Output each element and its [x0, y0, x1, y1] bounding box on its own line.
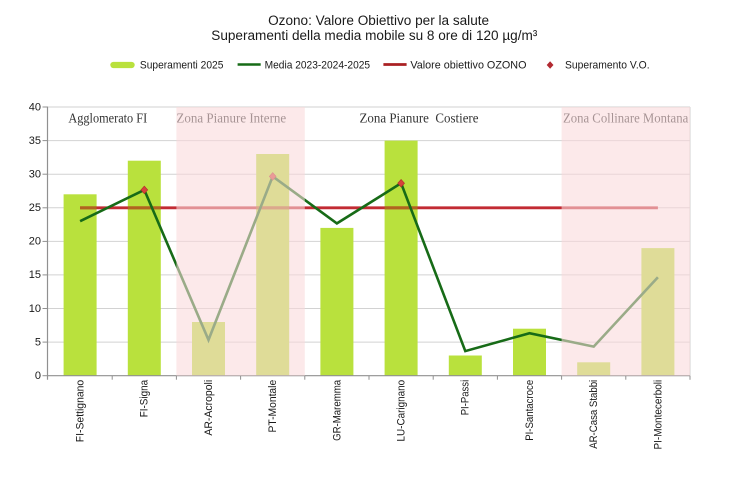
svg-text:LU-Carignano: LU-Carignano [396, 380, 408, 442]
svg-text:PI-Santacroce: PI-Santacroce [524, 380, 536, 441]
svg-text:Zona Pianure Costiere: Zona Pianure Costiere [360, 110, 479, 125]
svg-text:25: 25 [29, 202, 41, 214]
svg-text:PI-Montecerboli: PI-Montecerboli [652, 380, 664, 450]
svg-text:FI-Settignano: FI-Settignano [75, 380, 87, 442]
svg-text:40: 40 [29, 101, 41, 113]
svg-text:GR-Maremma: GR-Maremma [331, 380, 343, 441]
svg-text:5: 5 [35, 336, 41, 348]
svg-text:Superamenti della media mobile: Superamenti della media mobile su 8 ore … [211, 28, 537, 44]
svg-text:Superamento V.O.: Superamento V.O. [565, 59, 650, 71]
svg-text:FI-Signa: FI-Signa [139, 380, 151, 418]
svg-text:AR-Casa Stabbi: AR-Casa Stabbi [588, 380, 600, 449]
svg-text:20: 20 [29, 236, 41, 248]
svg-text:15: 15 [29, 269, 41, 281]
svg-text:10: 10 [29, 303, 41, 315]
svg-text:30: 30 [29, 169, 41, 181]
svg-text:Superamenti 2025: Superamenti 2025 [140, 59, 224, 71]
svg-text:PI-Passi: PI-Passi [460, 380, 472, 416]
svg-text:35: 35 [29, 135, 41, 147]
svg-text:AR-Acropoli: AR-Acropoli [203, 380, 215, 436]
svg-text:Media 2023-2024-2025: Media 2023-2024-2025 [265, 59, 371, 71]
svg-text:Valore obiettivo OZONO: Valore obiettivo OZONO [410, 59, 527, 71]
svg-text:Agglomerato FI: Agglomerato FI [68, 110, 147, 125]
svg-text:Ozono: Valore Obiettivo per la: Ozono: Valore Obiettivo per la salute [268, 13, 489, 29]
svg-text:0: 0 [35, 370, 41, 382]
svg-text:PT-Montale: PT-Montale [267, 380, 279, 433]
